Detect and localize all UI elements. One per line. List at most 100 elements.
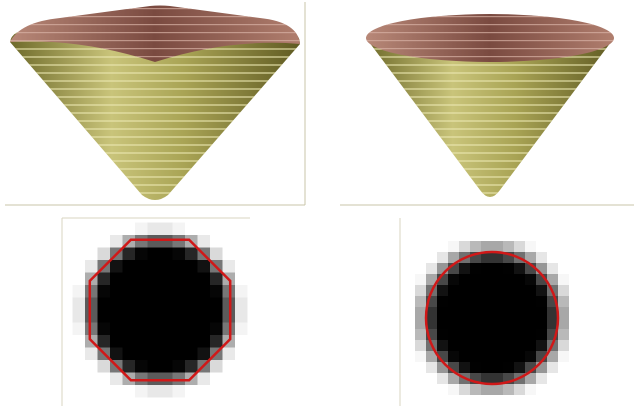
pixel <box>459 241 470 252</box>
pixel <box>415 285 426 296</box>
pixel <box>98 273 111 286</box>
pixel <box>492 362 503 373</box>
pixel <box>470 329 481 340</box>
pixel <box>503 384 514 395</box>
pixel <box>98 285 111 298</box>
pixel <box>481 351 492 362</box>
pixel <box>198 335 211 348</box>
pixel <box>536 362 547 373</box>
pixel <box>98 298 111 311</box>
pixel <box>110 235 123 248</box>
pixel <box>503 285 514 296</box>
pixel <box>135 285 148 298</box>
pixel <box>135 348 148 361</box>
pixel <box>448 307 459 318</box>
pixel <box>235 298 248 311</box>
pixel <box>160 385 173 398</box>
pixel-disk-circle <box>415 241 569 395</box>
pixel <box>73 298 86 311</box>
pixel <box>503 340 514 351</box>
pixel <box>536 263 547 274</box>
pixel <box>123 348 136 361</box>
pixel <box>198 298 211 311</box>
pixel <box>110 335 123 348</box>
pixel <box>85 260 98 273</box>
pixel <box>514 340 525 351</box>
pixel <box>135 223 148 236</box>
pixel <box>481 329 492 340</box>
pixel <box>514 263 525 274</box>
pixel <box>98 323 111 336</box>
pixel <box>160 260 173 273</box>
pixel <box>481 340 492 351</box>
pixel <box>185 273 198 286</box>
pixel <box>210 248 223 261</box>
pixel <box>481 296 492 307</box>
pixel <box>123 273 136 286</box>
page: (() => { const data = JSON.parse(documen… <box>0 0 634 406</box>
pixel <box>198 273 211 286</box>
pixel <box>123 248 136 261</box>
pixel <box>198 348 211 361</box>
pixel <box>448 285 459 296</box>
pixel <box>558 285 569 296</box>
pixel <box>173 323 186 336</box>
pixel <box>73 310 86 323</box>
pixel <box>173 348 186 361</box>
pixel <box>210 285 223 298</box>
pixel <box>470 274 481 285</box>
pixel <box>558 296 569 307</box>
pixel <box>198 323 211 336</box>
pixel <box>98 360 111 373</box>
pixel <box>185 323 198 336</box>
pixel <box>148 298 161 311</box>
figure <box>0 0 634 406</box>
pixel <box>503 329 514 340</box>
pixel <box>459 329 470 340</box>
pixel <box>558 340 569 351</box>
pixel <box>459 318 470 329</box>
pixel <box>437 263 448 274</box>
pixel <box>558 307 569 318</box>
pixel <box>135 235 148 248</box>
pixel <box>135 310 148 323</box>
pixel <box>173 273 186 286</box>
pixel <box>514 384 525 395</box>
pixel <box>148 260 161 273</box>
pixel <box>459 274 470 285</box>
pixel <box>448 329 459 340</box>
pixel <box>492 241 503 252</box>
pixel <box>525 285 536 296</box>
pixel <box>536 340 547 351</box>
pixel <box>110 323 123 336</box>
pixel <box>135 360 148 373</box>
pixel <box>547 362 558 373</box>
pixel <box>173 223 186 236</box>
pixel <box>185 248 198 261</box>
pixel <box>210 360 223 373</box>
pixel <box>481 274 492 285</box>
pixel <box>135 385 148 398</box>
pixel <box>210 323 223 336</box>
pixel <box>223 260 236 273</box>
pixel <box>470 285 481 296</box>
pixel <box>148 348 161 361</box>
pixel <box>437 285 448 296</box>
pixel <box>503 241 514 252</box>
pixel <box>448 241 459 252</box>
pixel <box>470 263 481 274</box>
pixel <box>173 298 186 311</box>
pixel <box>459 340 470 351</box>
pixel <box>235 285 248 298</box>
pixel <box>110 260 123 273</box>
pixel <box>160 360 173 373</box>
pixel <box>198 260 211 273</box>
pixel <box>160 348 173 361</box>
pixel <box>459 384 470 395</box>
pixel <box>123 323 136 336</box>
pixel <box>235 323 248 336</box>
pixel <box>123 298 136 311</box>
pixel <box>503 307 514 318</box>
pixel <box>459 362 470 373</box>
pixel <box>437 296 448 307</box>
